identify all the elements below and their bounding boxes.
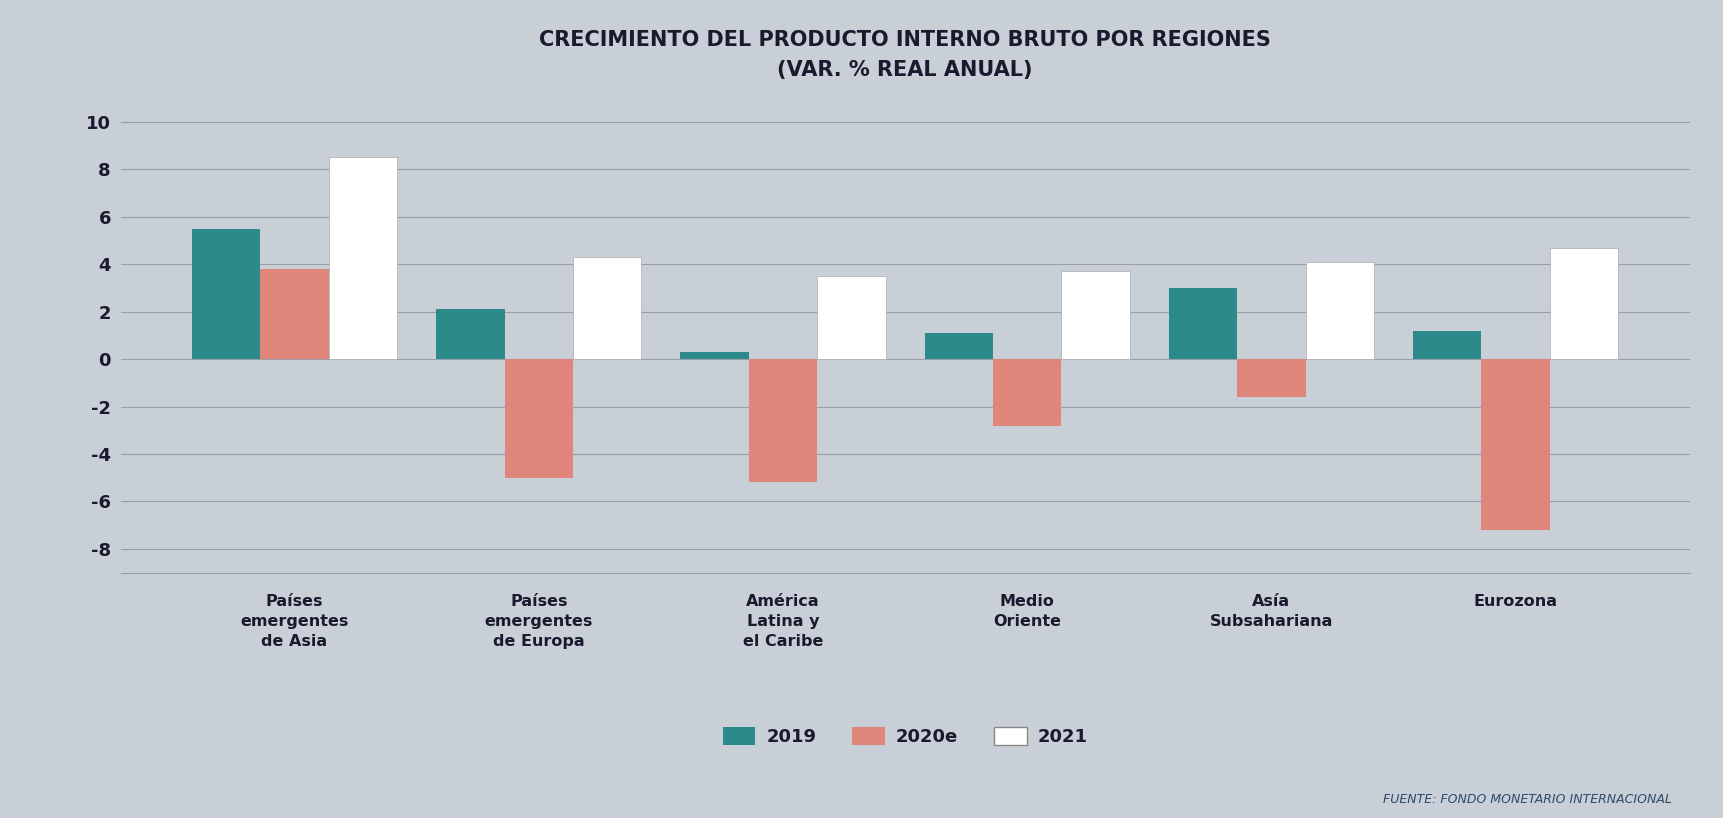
- Bar: [924, 333, 992, 359]
- Bar: [505, 359, 572, 478]
- Bar: [260, 269, 329, 359]
- Bar: [817, 276, 886, 359]
- Bar: [436, 309, 505, 359]
- Bar: [748, 359, 817, 483]
- Bar: [572, 257, 641, 359]
- Bar: [992, 359, 1061, 425]
- Bar: [1168, 288, 1237, 359]
- Bar: [1237, 359, 1304, 397]
- Bar: [191, 228, 260, 359]
- Legend: 2019, 2020e, 2021: 2019, 2020e, 2021: [715, 720, 1094, 753]
- Bar: [1304, 262, 1373, 359]
- Bar: [1480, 359, 1549, 530]
- Bar: [329, 157, 396, 359]
- Bar: [1061, 272, 1129, 359]
- Title: CRECIMIENTO DEL PRODUCTO INTERNO BRUTO POR REGIONES
(VAR. % REAL ANUAL): CRECIMIENTO DEL PRODUCTO INTERNO BRUTO P…: [539, 30, 1270, 80]
- Bar: [1413, 330, 1480, 359]
- Bar: [1549, 248, 1618, 359]
- Text: FUENTE: FONDO MONETARIO INTERNACIONAL: FUENTE: FONDO MONETARIO INTERNACIONAL: [1382, 793, 1671, 806]
- Bar: [681, 352, 748, 359]
